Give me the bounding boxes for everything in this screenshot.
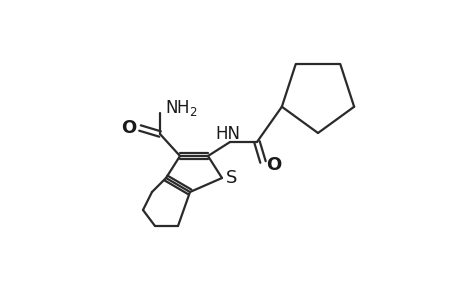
Text: O: O (121, 119, 136, 137)
Text: NH$_2$: NH$_2$ (165, 98, 197, 118)
Text: O: O (266, 156, 281, 174)
Text: HN: HN (215, 125, 240, 143)
Text: S: S (226, 169, 237, 187)
